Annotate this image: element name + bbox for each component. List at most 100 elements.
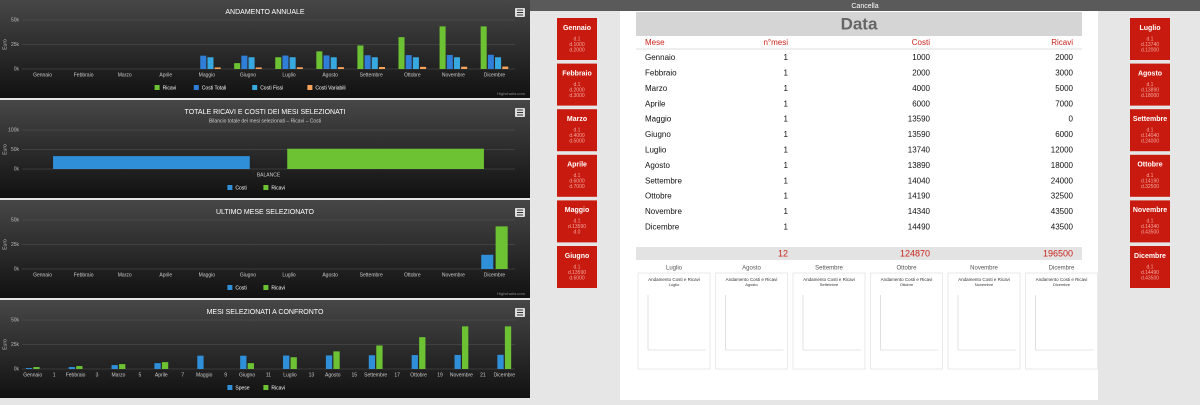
month-button-detail: d.1 [574, 173, 581, 179]
month-button-label[interactable]: Settembre [1133, 116, 1167, 123]
month-button-label[interactable]: Gennaio [563, 25, 591, 32]
x-tick-label: Aprile [155, 372, 168, 378]
legend-swatch [193, 85, 199, 90]
month-button[interactable] [1130, 246, 1170, 288]
table-cell: 1 [784, 161, 789, 170]
month-button-detail: d.2000 [569, 87, 585, 93]
x-tick-label: Giugno [239, 372, 255, 378]
x-tick-label: Gennaio [33, 72, 52, 78]
x-tick-label: 9 [224, 372, 227, 378]
bar [240, 355, 247, 369]
table-cell: 7000 [1055, 99, 1073, 108]
x-tick-label: Agosto [322, 272, 338, 278]
bar [333, 351, 340, 369]
month-button-label[interactable]: Maggio [565, 207, 590, 214]
bar [357, 45, 364, 69]
legend-label[interactable]: Costi [235, 285, 246, 291]
table-cell: 43500 [1051, 207, 1074, 216]
x-tick-label: Giugno [240, 272, 256, 278]
month-button-label[interactable]: Agosto [1138, 70, 1162, 77]
month-button-label[interactable]: Luglio [1140, 25, 1161, 32]
month-button-detail: d.2000 [569, 47, 585, 53]
table-cell: 13890 [908, 161, 931, 170]
bar [161, 362, 169, 369]
legend-label[interactable]: Ricavi [271, 285, 285, 291]
table-cell: 1 [784, 115, 789, 124]
bar [411, 355, 418, 369]
legend-label[interactable]: Spese [235, 385, 249, 391]
bar [154, 363, 161, 369]
month-button[interactable] [557, 18, 597, 60]
month-button-detail: d.1 [574, 219, 581, 225]
legend-label[interactable]: Ricavi [271, 385, 285, 391]
legend-label[interactable]: Ricavi [163, 85, 177, 91]
table-cell: Gennaio [645, 53, 676, 62]
bar [368, 355, 376, 369]
legend-label[interactable]: Ricavi [271, 185, 285, 191]
month-button[interactable] [1130, 200, 1170, 243]
x-tick-label: 19 [437, 372, 443, 378]
x-tick-label: Dicembre [494, 372, 516, 378]
legend-swatch [252, 85, 258, 90]
month-button-detail: d.4000 [569, 133, 585, 139]
mini-chart-subtitle: Novembre [975, 282, 994, 287]
x-tick-label: Maggio [196, 372, 213, 378]
month-button-label[interactable]: Febbraio [562, 70, 592, 77]
table-cell: 1 [784, 99, 789, 108]
mini-chart-title: Andamento Costi e Ricavi [803, 277, 855, 282]
table-cell: 13590 [908, 115, 931, 124]
legend-label[interactable]: Costi Totali [202, 85, 226, 91]
bar [53, 156, 250, 169]
legend-swatch [263, 285, 269, 290]
mini-chart-subtitle: Settembre [820, 282, 839, 287]
month-button-detail: d.1000 [569, 42, 585, 48]
y-axis-label: Euro [2, 39, 8, 50]
table-cell: 6000 [912, 99, 930, 108]
legend-label[interactable]: Costi Variabili [315, 85, 345, 91]
bar [497, 354, 504, 369]
month-button[interactable] [557, 63, 597, 106]
chart-panel [0, 300, 530, 398]
legend-swatch [263, 185, 269, 190]
month-button-detail: d.1 [574, 36, 581, 42]
month-button-label[interactable]: Aprile [567, 162, 587, 169]
month-button[interactable] [1130, 154, 1170, 197]
month-button[interactable] [1130, 63, 1170, 106]
month-button[interactable] [1130, 109, 1170, 152]
month-button-detail: d.43500 [1141, 275, 1159, 281]
mini-chart-header: Luglio [666, 266, 683, 272]
month-button-detail: d.18000 [1141, 93, 1159, 99]
month-button-detail: d.14190 [1141, 179, 1159, 185]
month-button[interactable] [557, 154, 597, 197]
table-cell: 1 [784, 146, 789, 155]
month-button-label[interactable]: Novembre [1133, 207, 1167, 214]
month-button-label[interactable]: Dicembre [1134, 253, 1166, 260]
month-button[interactable] [1130, 18, 1170, 60]
month-button-label[interactable]: Marzo [567, 116, 587, 123]
table-total: 196500 [1043, 248, 1073, 258]
mini-chart-title: Andamento Costi e Ricavi [1036, 277, 1088, 282]
y-tick-label: 25k [11, 42, 20, 48]
bar [495, 57, 502, 69]
table-cell: 1 [784, 69, 789, 78]
bar [323, 55, 330, 69]
cancel-button[interactable]: Cancella [851, 3, 878, 10]
bar [378, 67, 386, 69]
legend-label[interactable]: Costi [235, 185, 246, 191]
table-cell: Giugno [645, 130, 671, 139]
bar [316, 51, 323, 69]
month-button-label[interactable]: Giugno [565, 253, 590, 260]
month-button-detail: d.0 [574, 230, 581, 236]
month-button-label[interactable]: Ottobre [1137, 162, 1162, 169]
legend-label[interactable]: Costi Fissi [260, 85, 283, 91]
bar [68, 367, 75, 369]
bar [487, 54, 494, 69]
month-button[interactable] [557, 109, 597, 152]
month-button[interactable] [557, 200, 597, 243]
x-tick-label: Maggio [199, 72, 216, 78]
month-button[interactable] [557, 246, 597, 288]
y-tick-label: 50k [11, 317, 20, 323]
mini-chart-panel [870, 272, 943, 370]
x-tick-label: Novembre [442, 272, 465, 278]
